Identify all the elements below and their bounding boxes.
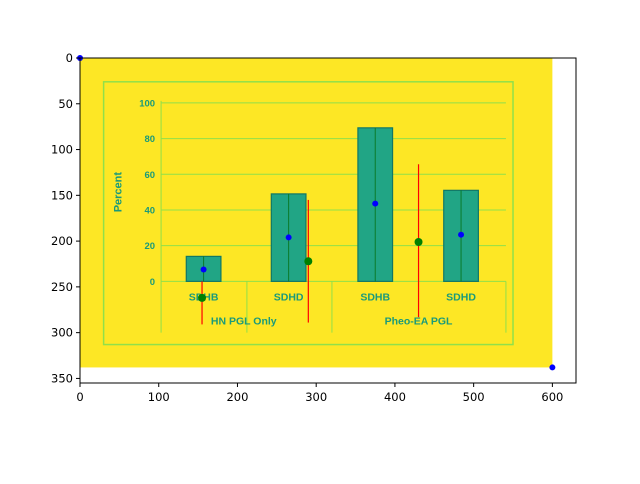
y-tick-label: 200 bbox=[51, 234, 73, 248]
inner-y-tick-label: 40 bbox=[145, 205, 156, 216]
inner-y-label: Percent bbox=[113, 172, 125, 213]
x-tick-label: 400 bbox=[384, 390, 406, 404]
y-tick-label: 50 bbox=[58, 97, 73, 111]
axes-frame bbox=[79, 57, 577, 384]
data-point bbox=[285, 234, 292, 241]
inner-y-tick-label: 0 bbox=[150, 277, 155, 288]
inner-y-tick-label: 60 bbox=[145, 170, 156, 181]
y-tick-label: 300 bbox=[51, 326, 73, 340]
data-point bbox=[304, 257, 313, 266]
x-tick-label: 100 bbox=[148, 390, 170, 404]
data-point bbox=[372, 200, 379, 207]
data-point bbox=[198, 293, 207, 302]
y-tick-label: 350 bbox=[51, 371, 73, 385]
data-point bbox=[414, 238, 423, 247]
image-frame bbox=[102, 81, 514, 346]
embedded-image: 020406080100PercentSDHBSDHDSDHBSDHDHN PG… bbox=[80, 58, 553, 368]
y-tick-label: 250 bbox=[51, 280, 73, 294]
inner-bar-label: SDHD bbox=[446, 292, 476, 304]
inner-y-tick-label: 20 bbox=[145, 241, 156, 252]
data-point bbox=[549, 364, 556, 371]
x-tick-label: 300 bbox=[305, 390, 327, 404]
inner-y-tick-label: 80 bbox=[145, 134, 156, 145]
data-point bbox=[200, 266, 207, 273]
y-tick-label: 0 bbox=[66, 51, 73, 65]
x-tick-label: 600 bbox=[541, 390, 563, 404]
inner-bar-label: SDHD bbox=[274, 292, 304, 304]
y-tick-label: 150 bbox=[51, 188, 73, 202]
scatter-points bbox=[77, 55, 556, 371]
inner-y-tick-label: 100 bbox=[139, 98, 155, 109]
inner-group-label: Pheo-EA PGL bbox=[385, 315, 453, 327]
data-point bbox=[458, 231, 465, 238]
x-tick-label: 0 bbox=[76, 390, 83, 404]
inner-group-label: HN PGL Only bbox=[211, 315, 277, 327]
y-tick-label: 100 bbox=[51, 143, 73, 157]
inner-bar-label: SDHB bbox=[360, 292, 390, 304]
x-tick-label: 200 bbox=[226, 390, 248, 404]
x-tick-label: 500 bbox=[463, 390, 485, 404]
